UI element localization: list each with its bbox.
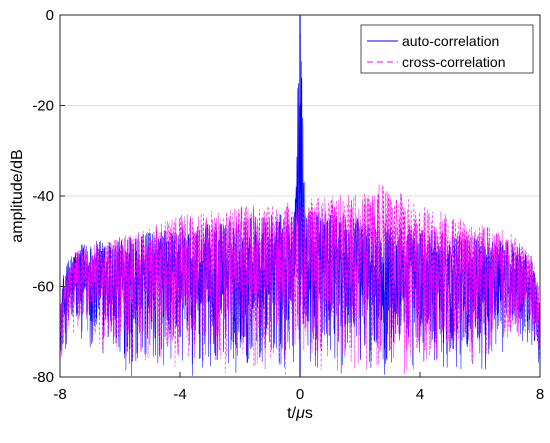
- axis-ticks: -80-60-40-200-8 -4 0 4 8: [32, 7, 544, 403]
- x-axis-label-prefix: t/: [287, 405, 296, 422]
- legend-box: [360, 24, 534, 74]
- x-tick-label: -4: [173, 386, 186, 403]
- legend: auto-correlation cross-correlation: [360, 24, 534, 74]
- x-axis-label-mu: μ: [295, 405, 305, 422]
- y-tick-label: -20: [32, 98, 54, 115]
- y-tick-label: -80: [32, 369, 54, 386]
- x-axis-label-suffix: s: [305, 405, 313, 422]
- x-axis-label: t/μs: [287, 405, 313, 422]
- x-tick-label: 4: [416, 386, 424, 403]
- y-tick-label: -60: [32, 279, 54, 296]
- y-axis-label: amplitude/dB: [9, 149, 26, 242]
- y-tick-label: 0: [46, 7, 54, 24]
- x-tick-label: 8: [536, 386, 544, 403]
- series-line-cross-correlation: [60, 184, 540, 376]
- legend-label-auto-correlation: auto-correlation: [402, 33, 499, 49]
- legend-label-cross-correlation: cross-correlation: [402, 54, 505, 70]
- x-tick-label: -8: [53, 386, 66, 403]
- y-tick-label: -40: [32, 188, 54, 205]
- plot-area: [60, 15, 540, 377]
- x-tick-label: 0: [296, 386, 304, 403]
